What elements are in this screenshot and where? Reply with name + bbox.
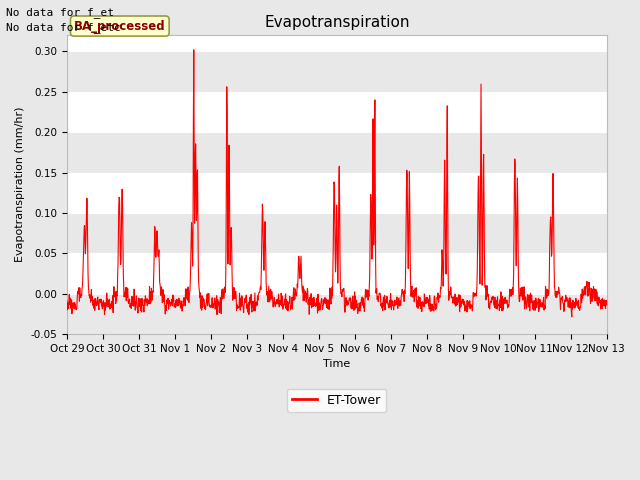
Text: No data for f_etc: No data for f_etc	[6, 22, 121, 33]
Bar	[67, 92, 607, 132]
Bar	[67, 213, 607, 253]
X-axis label: Time: Time	[323, 360, 351, 370]
Text: No data for f_et: No data for f_et	[6, 7, 115, 18]
Y-axis label: Evapotranspiration (mm/hr): Evapotranspiration (mm/hr)	[15, 107, 25, 263]
Title: Evapotranspiration: Evapotranspiration	[264, 15, 410, 30]
Legend: ET-Tower: ET-Tower	[287, 389, 387, 411]
Bar	[67, 253, 607, 294]
Text: BA_processed: BA_processed	[74, 20, 166, 33]
Bar	[67, 294, 607, 334]
Bar	[67, 132, 607, 173]
Bar	[67, 173, 607, 213]
Bar	[67, 51, 607, 92]
